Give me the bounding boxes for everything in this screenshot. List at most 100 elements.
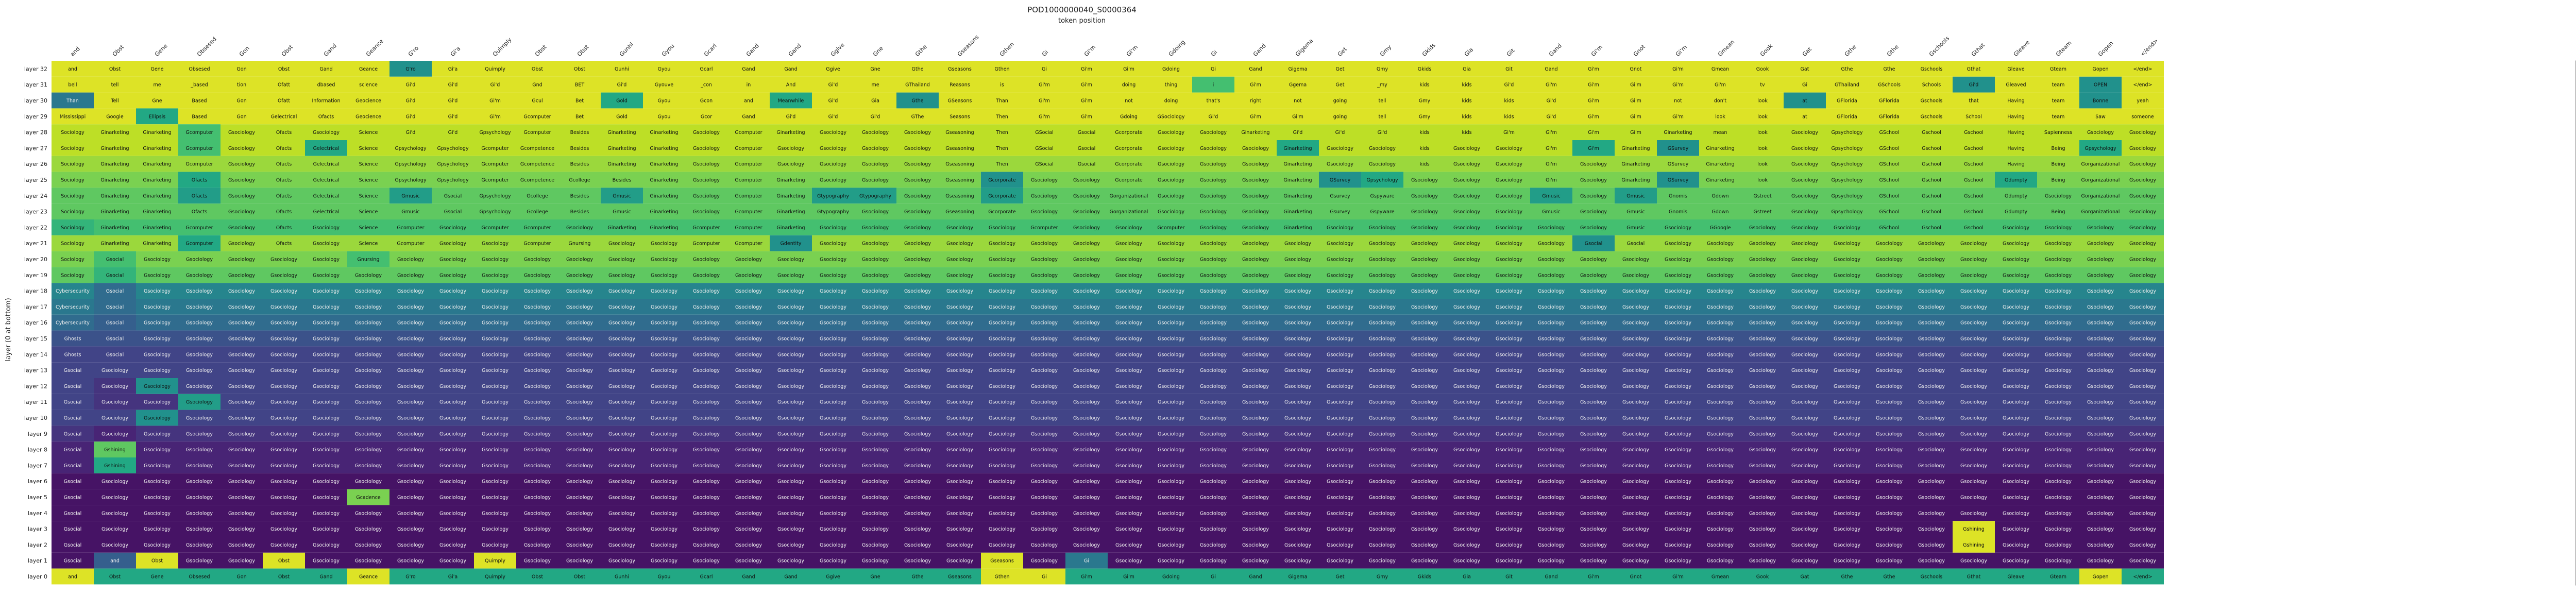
cell-label: Gsociology <box>735 463 762 469</box>
cell-label: Gsociology <box>482 304 509 310</box>
cell-label: Gsociology <box>2087 368 2114 373</box>
cell-label: Having <box>2007 130 2024 135</box>
cell-label: Gsociology <box>651 241 677 247</box>
cell-label: Gsociology <box>1369 225 1396 231</box>
cell-label: Gsociology <box>1327 431 1353 437</box>
cell-label: Gsociology <box>1284 416 1311 421</box>
cell-label: Gsociology <box>2045 463 2072 469</box>
heatmap-cell <box>2122 188 2164 204</box>
cell-label: Gsociology <box>1073 400 1100 405</box>
cell-label: Gsociology <box>1749 447 1776 453</box>
cell-label: Gsociology <box>1834 495 1860 501</box>
heatmap-cell <box>1023 235 1065 251</box>
cell-label: Gsociology <box>1749 431 1776 437</box>
cell-label: Gthen <box>995 574 1010 580</box>
cell-label: Google <box>106 114 124 120</box>
cell-label: Gsociology <box>693 162 720 167</box>
heatmap-cell <box>1446 92 1488 109</box>
heatmap-cell <box>178 172 221 188</box>
cell-label: Gsociology <box>1115 542 1142 548</box>
cell-label: Gsociology <box>777 479 804 485</box>
cell-label: Gsociology <box>228 178 255 183</box>
cell-label: Gsociology <box>144 479 171 485</box>
cell-label: Gsociology <box>1031 526 1058 532</box>
cell-label: Gsociology <box>1369 542 1396 548</box>
cell-label: _con <box>700 82 712 88</box>
heatmap-cell <box>727 203 770 219</box>
cell-label: Gmy <box>1419 98 1431 104</box>
cell-label: Gsociology <box>1834 368 1860 373</box>
cell-label: Gsociology <box>946 542 973 548</box>
heatmap-cell <box>1361 235 1403 251</box>
cell-label: Ginarketing <box>1283 146 1312 151</box>
cell-label: Gcomputer <box>481 225 509 231</box>
cell-label: Gsociology <box>1242 257 1269 263</box>
heatmap-cell <box>1615 76 1657 93</box>
heatmap-cell <box>1699 108 1741 125</box>
cell-label: Besides <box>570 162 589 167</box>
cell-label: tion <box>237 82 246 88</box>
heatmap-cell <box>854 92 896 109</box>
cell-label: Information <box>312 98 341 104</box>
heatmap-cell <box>770 156 812 172</box>
cell-label: Gi <box>1802 82 1807 88</box>
cell-label: Gsociology <box>2129 225 2156 231</box>
cell-label: Gsociology <box>862 384 889 389</box>
heatmap-cell <box>854 251 896 267</box>
heatmap-cell <box>1530 61 1572 77</box>
heatmap-cell <box>1023 108 1065 125</box>
column-label: Gleave <box>2012 39 2031 58</box>
cell-label: Gsociology <box>1960 241 1987 247</box>
heatmap-cell <box>2079 172 2122 188</box>
heatmap-cell <box>1784 124 1826 140</box>
cell-label: Science <box>359 162 378 167</box>
cell-label: Gdown <box>1712 209 1729 215</box>
cell-label: Gsociology <box>1876 511 1903 516</box>
cell-label: Gsociology <box>2045 495 2072 501</box>
cell-label: Gsociology <box>2129 304 2156 310</box>
heatmap-cell <box>770 108 812 125</box>
cell-label: Gcomputer <box>523 225 551 231</box>
column-label: Gmy <box>1379 43 1393 58</box>
heatmap-cell <box>432 251 474 267</box>
cell-label: i <box>1213 82 1214 88</box>
cell-label: Gi'd <box>448 98 458 104</box>
cell-label: Gsociology <box>777 416 804 421</box>
cell-label: Gi'm <box>1588 66 1599 72</box>
cell-label: Ginarketing <box>100 146 129 151</box>
cell-label: GThe <box>911 114 924 120</box>
cell-label: Gsociology <box>1073 447 1100 453</box>
heatmap-cell <box>221 219 263 235</box>
cell-label: Gsociology <box>1538 241 1565 247</box>
cell-label: Gsociology <box>313 479 340 485</box>
heatmap-cell <box>1192 76 1234 93</box>
heatmap-cell <box>52 124 94 140</box>
cell-label: Gand <box>1545 66 1557 72</box>
cell-label: Gsociology <box>270 431 297 437</box>
cell-label: Gook <box>1756 574 1769 580</box>
cell-label: Gsociology <box>1327 288 1353 294</box>
cell-label: Gsociology <box>1158 542 1184 548</box>
cell-label: Gsociology <box>1918 257 1945 263</box>
cell-label: Gsociology <box>1284 368 1311 373</box>
cell-label: Gsociology <box>2087 384 2114 389</box>
cell-label: Gsociology <box>313 241 340 247</box>
cell-label: Gsociology <box>862 479 889 485</box>
cell-label: Gsociology <box>2045 479 2072 485</box>
cell-label: Gsociology <box>1200 178 1227 183</box>
heatmap-cell <box>1657 188 1699 204</box>
heatmap-cell <box>1361 156 1403 172</box>
heatmap-cell <box>601 76 643 93</box>
row-label: layer 5 <box>28 494 47 501</box>
cell-label: Gsociology <box>1960 336 1987 342</box>
heatmap-cell <box>601 219 643 235</box>
cell-label: Gsociology <box>228 225 255 231</box>
heatmap-cell <box>1910 219 1953 235</box>
cell-label: Gcomputer <box>692 225 720 231</box>
cell-label: Gsociology <box>1200 447 1227 453</box>
heatmap-cell <box>601 108 643 125</box>
cell-label: Gsociology <box>1242 193 1269 199</box>
cell-label: Gsociology <box>313 352 340 358</box>
heatmap-cell <box>1615 172 1657 188</box>
cell-label: Gmean <box>1711 574 1729 580</box>
